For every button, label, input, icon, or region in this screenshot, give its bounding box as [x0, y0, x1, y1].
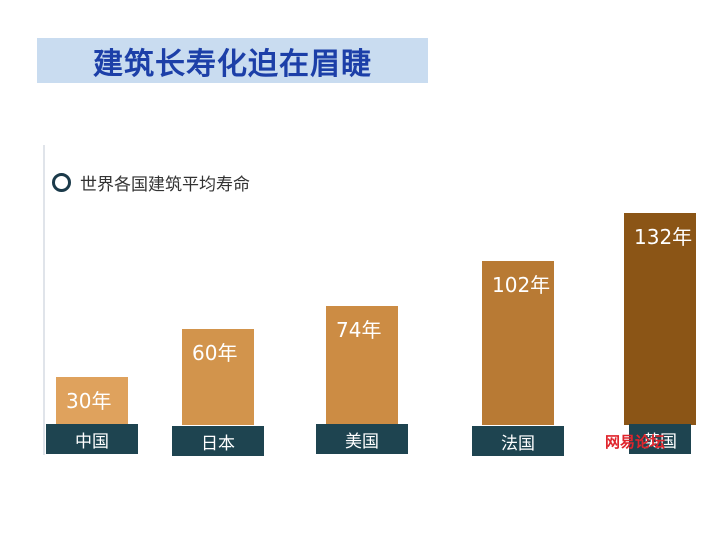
bar-value-label: 132年	[634, 225, 693, 249]
bar-2	[182, 328, 254, 425]
bar-4	[482, 261, 554, 425]
bar-1	[56, 376, 128, 425]
title-banner: 建筑长寿化迫在眉睫	[37, 38, 428, 83]
category-label: 中国	[46, 424, 138, 454]
category-label: 美国	[316, 424, 408, 454]
bar-5	[624, 213, 696, 425]
chart-subtitle: 世界各国建筑平均寿命	[52, 170, 250, 195]
circle-icon	[52, 173, 71, 192]
chart-title: 世界各国建筑平均寿命	[80, 175, 250, 195]
bar-value-label: 74年	[336, 318, 382, 343]
bar-3	[326, 306, 398, 425]
bar-value-label: 60年	[192, 340, 238, 365]
watermark-logo: 网易论坛	[598, 426, 672, 456]
page-title: 建筑长寿化迫在眉睫	[93, 46, 372, 82]
axis-line	[43, 145, 45, 455]
watermark-text: 网易论坛	[604, 432, 665, 451]
category-label: 英国	[629, 424, 691, 454]
category-label: 日本	[172, 426, 264, 456]
bar-value-label: 30年	[66, 388, 112, 413]
category-label: 法国	[472, 426, 564, 456]
bar-value-label: 102年	[492, 273, 551, 298]
